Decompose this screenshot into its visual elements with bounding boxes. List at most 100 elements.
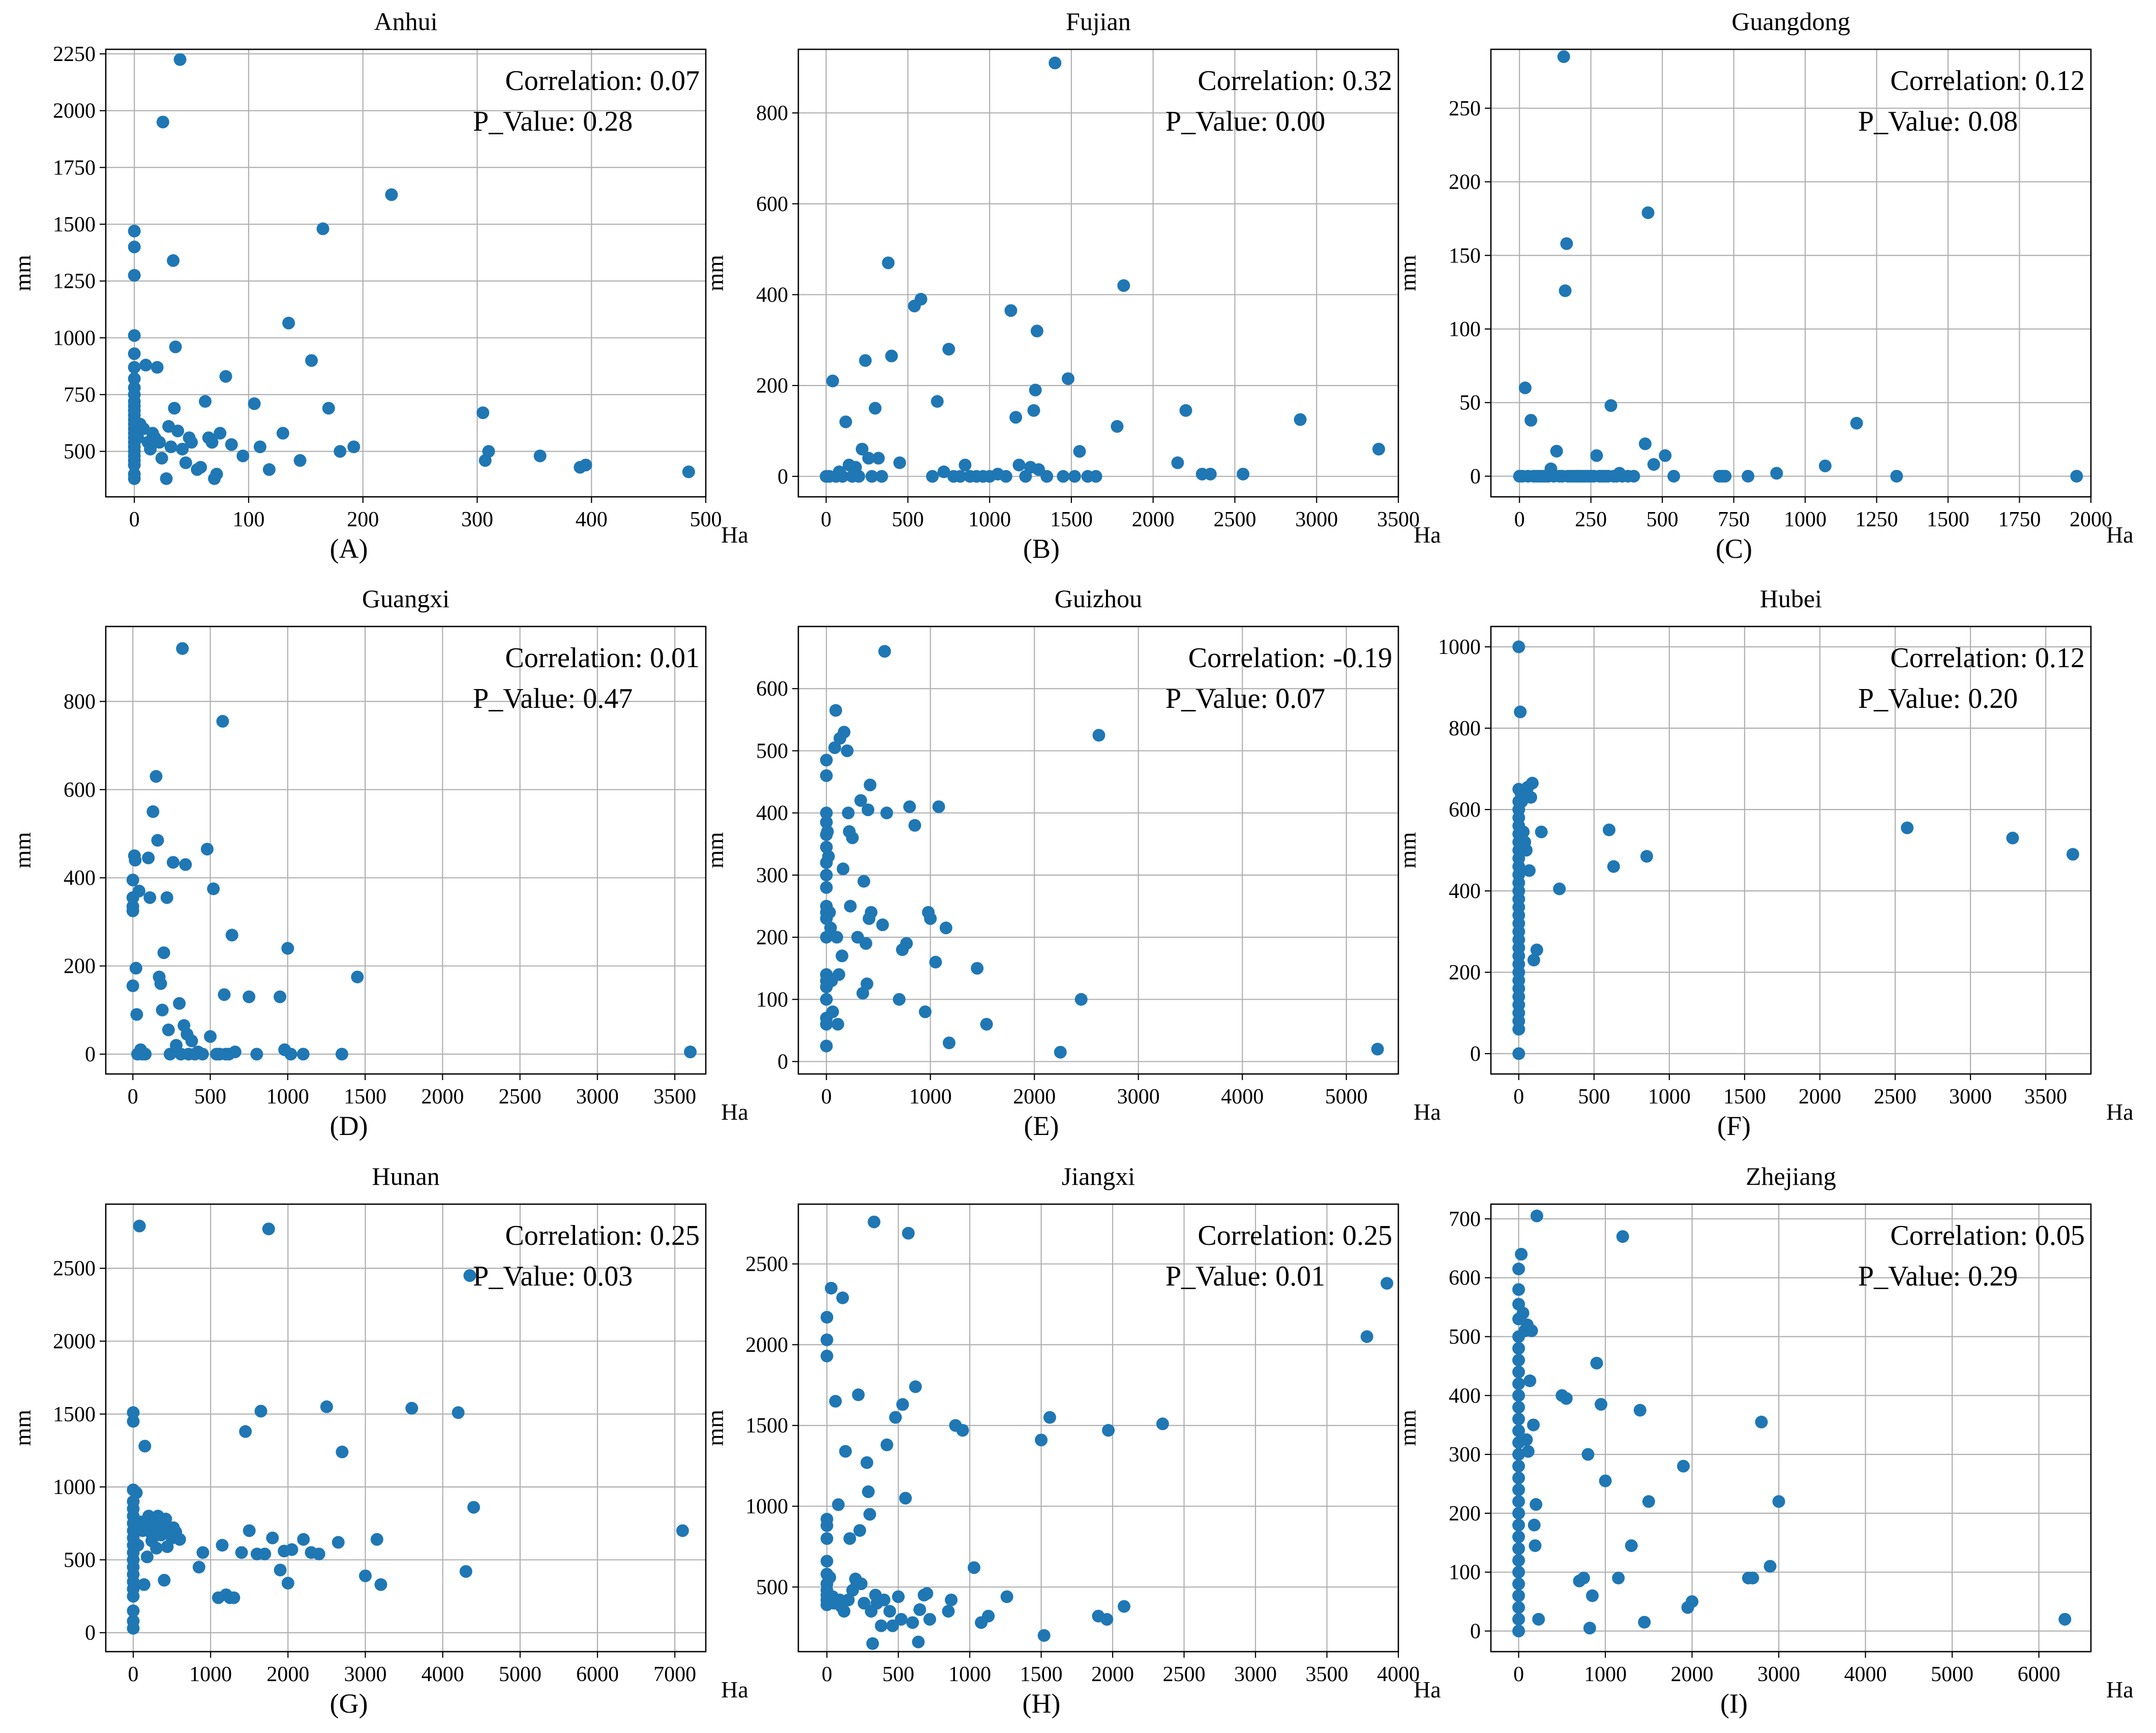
data-point <box>836 862 850 876</box>
data-points <box>1512 640 2079 1060</box>
data-point <box>151 833 164 847</box>
data-point <box>1535 825 1548 839</box>
data-point <box>467 1501 481 1514</box>
x-tick-label: 2000 <box>2070 508 2112 531</box>
x-tick-label: 500 <box>194 1085 226 1109</box>
panel-label: (F) <box>1717 1111 1751 1141</box>
data-point <box>243 990 256 1003</box>
data-point <box>196 1048 209 1061</box>
data-point <box>862 452 875 465</box>
data-point <box>882 256 895 270</box>
data-point <box>1625 1539 1638 1552</box>
y-tick-label: 1000 <box>53 1476 96 1499</box>
x-tick-label: 2000 <box>1013 1085 1056 1109</box>
chart-title: Hunan <box>372 1162 439 1190</box>
data-point <box>1520 1433 1533 1446</box>
x-tick-label: 1000 <box>266 1085 309 1109</box>
y-tick-label: 100 <box>1449 1561 1481 1585</box>
data-point <box>867 1215 881 1229</box>
data-point <box>200 843 214 856</box>
data-point <box>1030 324 1043 338</box>
data-point <box>1512 1424 1525 1438</box>
y-tick-label: 0 <box>1470 1042 1481 1066</box>
x-tick-label: 2000 <box>1671 1663 1714 1686</box>
data-point <box>878 645 891 658</box>
x-tick-label: 1500 <box>1020 1663 1063 1686</box>
data-point <box>1102 1424 1115 1437</box>
data-point <box>1667 469 1681 483</box>
data-point <box>920 1587 934 1600</box>
data-point <box>684 1045 697 1059</box>
data-point <box>405 1401 418 1415</box>
y-tick-label: 150 <box>1449 244 1481 267</box>
data-point <box>1523 1374 1537 1387</box>
y-tick-label: 300 <box>756 864 788 887</box>
data-point <box>293 454 307 467</box>
data-point <box>1512 1448 1525 1461</box>
x-tick-label: 6000 <box>576 1663 619 1686</box>
data-point <box>1512 1542 1525 1555</box>
x-tick-label: 3000 <box>1949 1085 1992 1109</box>
data-point <box>1512 640 1525 653</box>
data-point <box>126 904 139 917</box>
y-tick-label: 500 <box>756 739 788 763</box>
data-point <box>157 946 170 960</box>
data-point <box>347 440 361 454</box>
plot-frame <box>1490 1203 2092 1653</box>
data-point <box>875 470 888 483</box>
x-tick-label: 0 <box>128 1663 139 1686</box>
x-tick-label: 1000 <box>1784 508 1826 531</box>
data-point <box>1638 437 1652 451</box>
data-point <box>909 1380 922 1393</box>
x-tick-label: 1000 <box>909 1085 952 1109</box>
data-point <box>281 1576 294 1590</box>
data-point <box>1512 1495 1525 1508</box>
data-point <box>843 1532 856 1545</box>
scatter-panel-guangdong: 0 250 500 750 1000 1250 1500 1750 2000 0 50 100 150 2… <box>1395 7 2134 564</box>
y-tick-label: 400 <box>756 802 788 825</box>
data-point <box>1590 449 1603 462</box>
scatter-panel-hubei: 0 500 1000 1500 2000 2500 3000 3500 0 200 400 600 80… <box>1395 584 2134 1141</box>
data-point <box>842 1593 855 1606</box>
chart-title: Guizhou <box>1055 584 1142 613</box>
p-value-annotation: P_Value: 0.28 <box>473 106 633 137</box>
data-point <box>923 1612 936 1626</box>
data-point <box>1237 467 1250 481</box>
data-point <box>156 115 169 129</box>
data-point <box>875 1619 888 1632</box>
x-tick-label: 200 <box>347 508 379 531</box>
x-tick-label: 250 <box>1575 508 1607 531</box>
data-point <box>128 224 141 237</box>
y-tick-label: 100 <box>756 988 788 1011</box>
data-point <box>1054 1045 1067 1059</box>
panel-label: (E) <box>1024 1111 1059 1141</box>
x-axis-label: Ha <box>721 1099 748 1125</box>
data-point <box>130 1486 143 1500</box>
data-point <box>968 1561 981 1574</box>
data-point <box>1381 1277 1394 1290</box>
data-point <box>285 1543 298 1556</box>
plot-frame <box>1490 625 2092 1075</box>
data-point <box>128 347 141 361</box>
x-tick-label: 4000 <box>1844 1663 1887 1686</box>
data-point <box>820 816 833 829</box>
data-point <box>1659 449 1672 462</box>
y-tick-label: 1250 <box>53 270 96 293</box>
data-point <box>892 993 906 1006</box>
y-tick-label: 2250 <box>53 43 96 66</box>
data-point <box>924 912 937 925</box>
data-point <box>225 438 238 451</box>
data-points <box>126 642 697 1061</box>
x-tick-label: 1500 <box>1050 508 1093 531</box>
data-point <box>1525 1324 1538 1337</box>
data-point <box>826 374 840 387</box>
data-point <box>133 1219 146 1233</box>
x-tick-label: 7000 <box>653 1663 696 1686</box>
data-point <box>939 921 952 935</box>
data-point <box>835 949 849 963</box>
data-point <box>982 1609 995 1623</box>
data-point <box>370 1533 383 1546</box>
data-point <box>1004 304 1017 317</box>
data-point <box>1294 413 1307 426</box>
data-point <box>131 1539 144 1552</box>
